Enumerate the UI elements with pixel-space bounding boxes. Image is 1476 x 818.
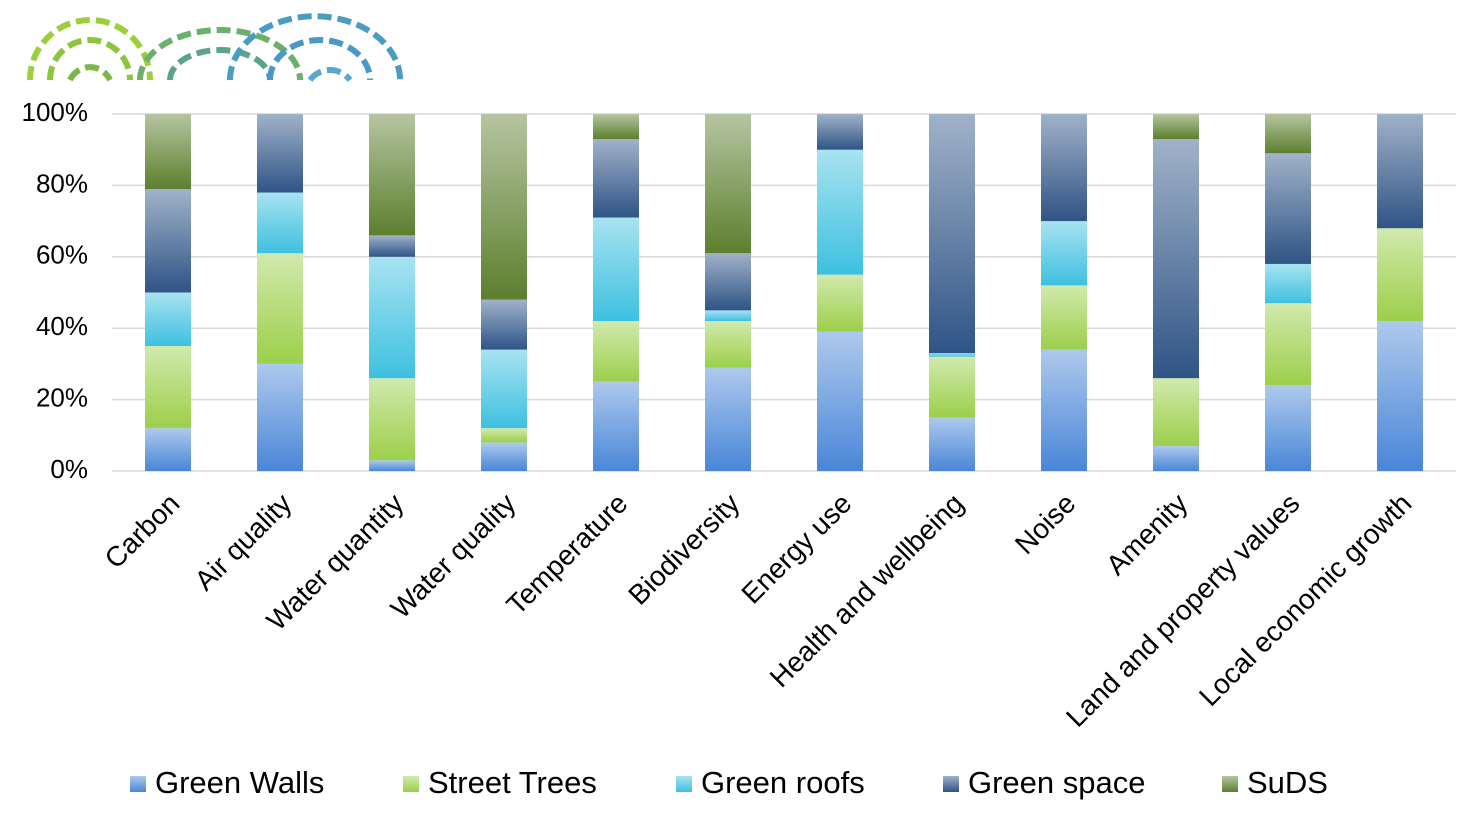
bar-segment	[481, 428, 527, 443]
bar-segment	[929, 353, 975, 357]
legend-swatch	[130, 776, 146, 792]
bar-segment	[1265, 263, 1311, 304]
legend-swatch	[676, 776, 692, 792]
x-tick-label: Amenity	[1100, 488, 1193, 581]
bar-segment	[369, 460, 415, 471]
bar-segment	[369, 256, 415, 379]
legend-label: Green space	[968, 765, 1146, 800]
bar-segment	[257, 253, 303, 364]
y-tick-label: 80%	[36, 168, 88, 198]
x-tick-label: Energy use	[735, 488, 857, 610]
bar-segment	[1265, 153, 1311, 264]
x-tick-label: Air quality	[189, 488, 298, 597]
bar-segment	[1041, 114, 1087, 222]
y-tick-label: 100%	[22, 97, 89, 127]
bar-segment	[817, 114, 863, 150]
bar-segment	[481, 442, 527, 471]
x-tick-label: Temperature	[500, 488, 633, 621]
bar-segment	[145, 428, 191, 471]
bar-segment	[145, 346, 191, 429]
bar-segment	[593, 114, 639, 139]
bar-segment	[817, 149, 863, 275]
bar-segment	[929, 114, 975, 354]
bar-segment	[369, 235, 415, 257]
y-tick-label: 20%	[36, 382, 88, 412]
bar-segment	[1377, 228, 1423, 322]
bar-segment	[1377, 114, 1423, 229]
legend-label: SuDS	[1247, 765, 1328, 800]
x-tick-label: Local economic growth	[1193, 488, 1417, 712]
bar-segment	[817, 274, 863, 332]
x-tick-label: Biodiversity	[622, 488, 745, 611]
legend-label: Green Walls	[155, 765, 324, 800]
bar-segment	[1265, 114, 1311, 154]
legend-swatch	[403, 776, 419, 792]
legend-swatch	[1222, 776, 1238, 792]
bar-segment	[1153, 138, 1199, 379]
logo	[27, 13, 403, 82]
bar-segment	[369, 114, 415, 236]
bar-segment	[1265, 303, 1311, 386]
y-tick-label: 60%	[36, 240, 88, 270]
legend-swatch	[943, 776, 959, 792]
bar-segment	[593, 321, 639, 382]
bar-segment	[1041, 349, 1087, 471]
legend-label: Green roofs	[701, 765, 865, 800]
bar-segment	[593, 138, 639, 218]
bar-segment	[1041, 285, 1087, 350]
bar-segment	[1153, 378, 1199, 447]
bar-segment	[481, 114, 527, 300]
bar-segment	[1153, 446, 1199, 471]
bar-segment	[705, 253, 751, 311]
bar-segment	[1265, 385, 1311, 471]
bar-segment	[593, 381, 639, 471]
y-tick-label: 40%	[36, 311, 88, 341]
x-tick-label: Carbon	[99, 488, 186, 575]
bar-segment	[1153, 114, 1199, 139]
bar-segment	[369, 378, 415, 461]
bar-segment	[145, 292, 191, 347]
y-tick-label: 0%	[50, 454, 88, 484]
bar-segment	[705, 321, 751, 368]
bar-segment	[705, 367, 751, 471]
bar-segment	[929, 417, 975, 471]
legend-label: Street Trees	[428, 765, 597, 800]
bar-segment	[705, 114, 751, 254]
x-tick-label: Land and property values	[1060, 488, 1305, 733]
bar-segment	[257, 114, 303, 193]
bar-segment	[257, 192, 303, 254]
bar-segment	[1377, 321, 1423, 471]
x-tick-label: Noise	[1009, 488, 1082, 561]
bar-segment	[145, 188, 191, 293]
bar-segment	[593, 217, 639, 322]
bar-segment	[481, 299, 527, 350]
bar-segment	[145, 114, 191, 189]
x-tick-label: Health and wellbeing	[764, 488, 970, 694]
bar-segment	[929, 356, 975, 418]
bar-segment	[705, 310, 751, 322]
bar-segment	[1041, 221, 1087, 286]
bar-segment	[257, 363, 303, 471]
bar-segment	[481, 349, 527, 429]
bar-segment	[817, 331, 863, 471]
